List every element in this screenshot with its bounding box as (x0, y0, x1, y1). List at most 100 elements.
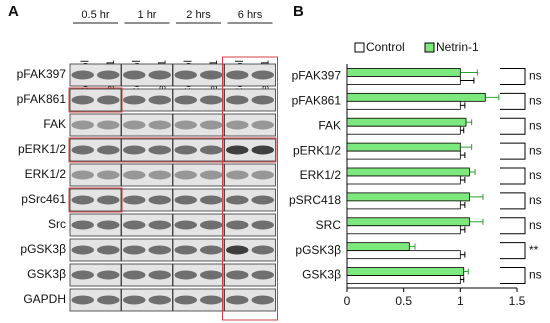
significance-bracket (500, 142, 526, 160)
blot-frame (172, 238, 225, 262)
blot-band (226, 220, 249, 230)
blot-band (71, 170, 94, 180)
error-bar (463, 268, 469, 275)
blot-frame (121, 213, 173, 237)
blot-frame (172, 63, 225, 87)
significance-label: ns (529, 193, 542, 207)
significance-label: ns (529, 218, 542, 232)
blot-band (200, 170, 223, 180)
row-label: pGSK3β (20, 242, 66, 256)
y-tick-label: FAK (318, 118, 341, 132)
blot-band (148, 70, 171, 80)
blot-frame (121, 263, 173, 287)
blot-band (226, 95, 249, 105)
row-label: pFAK397 (17, 67, 67, 81)
row-label: pFAK861 (17, 92, 67, 106)
blot-frame (172, 138, 225, 162)
blot-frame (69, 138, 122, 162)
blot-band (251, 195, 274, 205)
bar (346, 175, 461, 185)
blot-band (148, 170, 171, 180)
x-tick-label: 0.5 (395, 294, 412, 308)
legend-label: Control (366, 40, 405, 54)
bar (346, 125, 461, 135)
blot-band (123, 245, 146, 255)
bar (346, 117, 467, 127)
blot-band (71, 195, 94, 205)
blot-band (226, 195, 249, 205)
time-label: 6 hrs (238, 9, 263, 21)
blot-frame (172, 288, 225, 312)
blot-band (97, 145, 120, 155)
blot-band (97, 245, 120, 255)
error-bar (485, 94, 500, 101)
blot-frame (69, 188, 122, 212)
blot-band (200, 220, 223, 230)
legend-swatch (424, 42, 435, 53)
y-tick-label: pSRC418 (289, 193, 341, 207)
blot-frame (224, 113, 276, 137)
highlight-box (222, 56, 278, 321)
blot-frame (69, 163, 122, 187)
bar (346, 167, 470, 177)
blot-frame (224, 88, 276, 112)
error-bar (469, 169, 476, 175)
y-tick-label: ERK1/2 (300, 168, 342, 182)
bar-chart: Control Netrin-1 0 0.5 1 1.5 pFAK397 ns pFAK861 n… (289, 40, 542, 308)
row-label: GAPDH (23, 292, 66, 306)
blot-band (71, 95, 94, 105)
panel-label: B (293, 3, 304, 20)
error-bar (469, 193, 484, 200)
blot-band (148, 270, 171, 280)
y-tick-label: pFAK397 (292, 69, 342, 83)
time-label: 2 hrs (186, 9, 211, 21)
legend-swatch (354, 42, 365, 53)
blot-frame (121, 238, 173, 262)
panel-label: A (8, 3, 19, 20)
blot-band (200, 145, 223, 155)
blot-frame (121, 138, 173, 162)
blot-band (97, 295, 120, 305)
bar (346, 275, 461, 284)
significance-bracket (500, 167, 526, 185)
blot-band (123, 295, 146, 305)
bar (346, 250, 461, 260)
blot-band (148, 295, 171, 305)
row-label: FAK (43, 117, 66, 131)
blot-band (200, 95, 223, 105)
error-bar (460, 276, 465, 283)
blot-band (97, 270, 120, 280)
bar (346, 217, 470, 227)
bar (346, 76, 461, 85)
blot-band (97, 120, 120, 130)
significance-bracket (500, 242, 526, 260)
blot-band (97, 70, 120, 80)
blot-frame (69, 113, 122, 137)
legend-label: Netrin-1 (436, 40, 479, 54)
blot-band (226, 245, 249, 255)
blot-band (200, 195, 223, 205)
blot-band (251, 270, 274, 280)
blot-frame (69, 263, 122, 287)
blot-band (174, 95, 197, 105)
significance-label: ns (529, 268, 542, 282)
bar (346, 100, 461, 110)
time-label: 0.5 hr (81, 9, 109, 21)
significance-bracket (500, 192, 526, 210)
error-bar (460, 77, 475, 84)
significance-label: ** (529, 243, 539, 257)
blot-band (251, 120, 274, 130)
blot-band (251, 70, 274, 80)
blot-frame (172, 113, 225, 137)
blot-band (123, 270, 146, 280)
significance-bracket (500, 267, 526, 285)
blot-frame (69, 288, 122, 312)
blot-band (123, 195, 146, 205)
blot-band (251, 245, 274, 255)
error-bar (460, 127, 465, 134)
blot-band (200, 295, 223, 305)
blot-frame (172, 88, 225, 112)
blot-band (200, 120, 223, 130)
error-bar (466, 119, 473, 126)
bar (346, 200, 461, 210)
